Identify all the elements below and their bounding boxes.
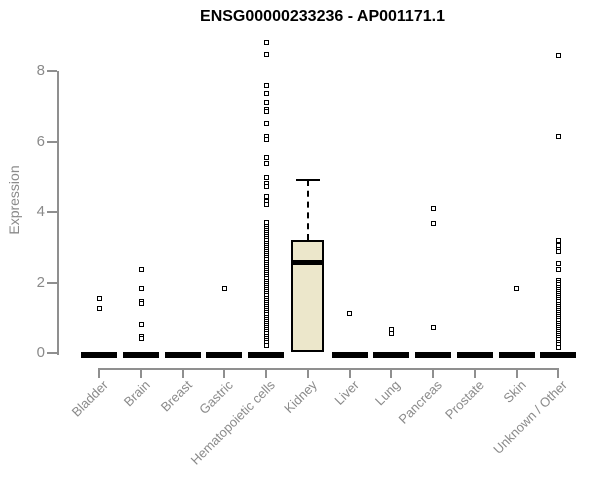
- collapsed-box-skin: [498, 351, 535, 358]
- x-tick: [557, 370, 560, 378]
- y-tick: [47, 140, 57, 143]
- data-point: [514, 286, 520, 292]
- data-point: [263, 202, 269, 208]
- data-point: [263, 154, 269, 160]
- x-tick: [181, 370, 184, 378]
- data-point: [263, 120, 269, 126]
- x-tick: [348, 370, 351, 378]
- data-point: [263, 194, 269, 200]
- data-point: [388, 326, 394, 332]
- y-tick-label: 6: [36, 132, 45, 150]
- collapsed-box-brain: [123, 351, 160, 358]
- x-tick: [265, 370, 268, 378]
- data-point: [138, 266, 144, 272]
- y-axis-line: [57, 71, 59, 355]
- data-point: [96, 306, 102, 312]
- data-point: [263, 174, 269, 180]
- collapsed-box-liver: [331, 351, 368, 358]
- x-tick: [140, 370, 143, 378]
- y-tick: [47, 281, 57, 284]
- x-tick: [306, 370, 309, 378]
- collapsed-box-gastric: [206, 351, 243, 358]
- data-point: [555, 52, 561, 58]
- collapsed-box-bladder: [81, 351, 118, 358]
- data-point: [221, 286, 227, 292]
- data-point: [347, 310, 353, 316]
- data-point: [555, 248, 561, 254]
- collapsed-box-pancreas: [415, 351, 452, 358]
- collapsed-box-hematopoietic cells: [248, 351, 285, 358]
- collapsed-box-unknown / other: [540, 351, 577, 358]
- chart-title: ENSG00000233236 - AP001171.1: [200, 8, 445, 25]
- collapsed-box-breast: [164, 351, 201, 358]
- data-point: [263, 343, 269, 349]
- data-point: [263, 184, 269, 190]
- data-point: [263, 39, 269, 45]
- y-tick-label: 4: [36, 203, 45, 220]
- data-point: [138, 336, 144, 342]
- data-point: [555, 260, 561, 266]
- y-tick: [47, 211, 57, 213]
- y-tick-label: 0: [36, 344, 45, 361]
- data-point: [138, 321, 144, 327]
- y-tick-label: 8: [36, 62, 45, 79]
- data-point: [555, 238, 561, 244]
- data-point: [555, 345, 561, 351]
- data-point: [263, 160, 269, 166]
- upper-whisker-cap: [295, 179, 320, 182]
- x-tick: [390, 370, 393, 378]
- upper-whisker: [306, 180, 309, 241]
- data-point: [96, 295, 102, 301]
- data-point: [138, 301, 144, 307]
- data-point: [388, 331, 394, 337]
- x-tick: [432, 370, 435, 378]
- data-point: [263, 82, 269, 88]
- y-axis-label: Expression: [6, 165, 22, 235]
- data-point: [263, 51, 269, 57]
- y-tick: [47, 352, 57, 354]
- x-tick: [98, 370, 101, 378]
- data-point: [263, 99, 269, 105]
- data-point: [555, 266, 561, 272]
- x-axis-line: [98, 368, 560, 370]
- data-point: [555, 134, 561, 140]
- data-point: [263, 137, 269, 143]
- x-tick: [223, 370, 226, 378]
- x-tick: [515, 370, 518, 378]
- collapsed-box-prostate: [456, 351, 493, 358]
- collapsed-box-lung: [373, 351, 410, 358]
- data-point: [263, 90, 269, 96]
- y-tick: [47, 70, 57, 72]
- data-point: [430, 206, 436, 212]
- y-tick-label: 2: [36, 273, 45, 291]
- x-tick: [473, 370, 476, 378]
- data-point: [430, 221, 436, 227]
- data-point: [138, 285, 144, 291]
- box-kidney: [291, 240, 325, 353]
- data-point: [430, 325, 436, 331]
- median-line: [293, 259, 323, 265]
- data-point: [263, 109, 269, 115]
